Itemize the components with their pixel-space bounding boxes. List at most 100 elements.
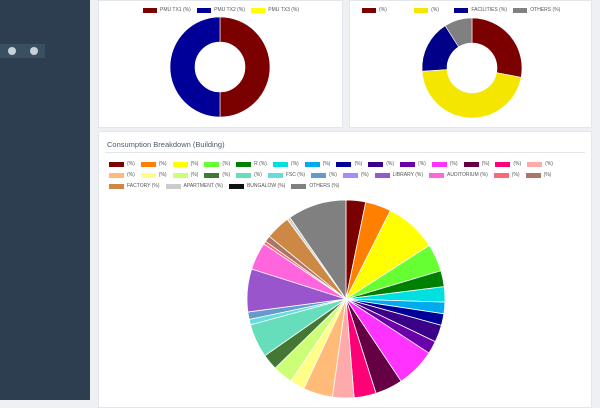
legend-item-category-1[interactable]: (%) — [362, 7, 387, 13]
legend-item-building-21[interactable]: (%) — [311, 171, 337, 180]
pmu-slice-2[interactable] — [169, 16, 221, 118]
legend-item-pmu-tx1[interactable]: PMU TX1 (%) — [143, 7, 191, 13]
legend-swatch — [140, 173, 156, 178]
divider — [105, 152, 585, 153]
legend-label: (%) — [543, 172, 552, 178]
legend-item-building-9[interactable]: (%) — [368, 160, 394, 169]
card-title: Consumption Breakdown (Building) — [107, 140, 225, 149]
legend-swatch — [109, 173, 124, 178]
legend-swatch — [236, 162, 252, 167]
legend-item-building-15[interactable]: (%) — [109, 171, 135, 180]
pmu-donut-chart — [169, 16, 271, 118]
legend-item-building-10[interactable]: (%) — [400, 160, 426, 169]
legend-item-building-25[interactable]: (%) — [493, 171, 520, 180]
legend-swatch — [109, 184, 124, 189]
legend-swatch — [374, 173, 390, 178]
legend-swatch — [304, 162, 320, 167]
legend-swatch — [140, 162, 156, 167]
legend-label: (%) — [545, 161, 553, 167]
legend-label: (%) — [158, 161, 167, 167]
legend-item-building-20[interactable]: FSC (%) — [267, 171, 306, 180]
legend-swatch — [463, 162, 479, 167]
legend-label: (%) — [190, 172, 199, 178]
legend-label: FSC (%) — [285, 172, 306, 178]
legend-swatch — [368, 162, 384, 167]
legend-item-facilities[interactable]: FACILITIES (%) — [454, 7, 507, 13]
legend-label: (%) — [513, 161, 522, 167]
legend-label: R (%) — [254, 161, 267, 167]
legend-item-building-24[interactable]: AUDITORIUM (%) — [429, 171, 488, 180]
legend-swatch — [493, 173, 509, 178]
legend-swatch — [272, 162, 288, 167]
legend-item-building-8[interactable]: (%) — [336, 160, 362, 169]
legend-swatch — [311, 173, 327, 178]
legend-swatch — [336, 162, 352, 167]
legend-swatch — [291, 184, 307, 189]
legend-item-building-6[interactable]: (%) — [272, 160, 299, 169]
legend-item-building-14[interactable]: (%) — [527, 160, 553, 169]
legend-item-pmu-tx2[interactable]: PMU TX2 (%) — [197, 7, 245, 13]
legend-item-building-17[interactable]: (%) — [172, 171, 199, 180]
legend-item-building-1[interactable]: (%) — [109, 160, 135, 169]
category-slice-2[interactable] — [421, 69, 522, 119]
legend-item-category-2[interactable]: (%) — [414, 7, 439, 13]
legend-item-building-16[interactable]: (%) — [140, 171, 167, 180]
legend-item-building-13[interactable]: (%) — [495, 160, 521, 169]
legend-label: (%) — [254, 172, 262, 178]
legend-item-building-26[interactable]: (%) — [525, 171, 552, 180]
legend-swatch — [267, 173, 283, 178]
legend-item-building-28[interactable]: APARTMENT (%) — [165, 182, 223, 191]
legend-label: OTHERS (%) — [309, 183, 340, 189]
category-slice-1[interactable] — [471, 17, 523, 78]
legend-label: (%) — [222, 172, 231, 178]
legend-item-building-23[interactable]: LIBRARY (%) — [374, 171, 423, 180]
legend-swatch — [172, 173, 188, 178]
legend-item-building-22[interactable]: (%) — [342, 171, 369, 180]
legend-item-building-29[interactable]: BUNGALOW (%) — [228, 182, 286, 191]
legend-item-building-3[interactable]: (%) — [172, 160, 199, 169]
legend-label: (%) — [322, 161, 331, 167]
legend-label: (%) — [386, 161, 395, 167]
legend-item-building-27[interactable]: FACTORY (%) — [109, 182, 160, 191]
legend-item-others[interactable]: OTHERS (%) — [513, 7, 560, 13]
legend-label: (%) — [190, 161, 199, 167]
legend-swatch — [109, 162, 124, 167]
pmu-transformer-card: PMU TX1 (%) PMU TX2 (%) PMU TX3 (%) — [98, 0, 343, 128]
legend-label: (%) — [329, 172, 337, 178]
legend-label: (%) — [360, 172, 369, 178]
legend-swatch — [342, 173, 358, 178]
category-breakdown-card: (%) (%) FACILITIES (%) OTHERS (%) — [349, 0, 592, 128]
building-legend: (%) (%) (%) (%) R (%) (%) (%) (%) (%) (%) (%) (%) (%… — [109, 160, 589, 193]
category-donut-chart — [421, 17, 523, 119]
info-icon[interactable] — [8, 47, 16, 55]
legend-item-building-4[interactable]: (%) — [204, 160, 230, 169]
legend-label: (%) — [418, 161, 426, 167]
legend-label: BUNGALOW (%) — [246, 183, 286, 189]
power-icon[interactable] — [30, 47, 38, 55]
legend-item-building-2[interactable]: (%) — [140, 160, 167, 169]
legend-item-building-19[interactable]: (%) — [236, 171, 262, 180]
pmu-slice-1[interactable] — [219, 16, 271, 118]
legend-item-building-12[interactable]: (%) — [463, 160, 490, 169]
legend-item-building-18[interactable]: (%) — [204, 171, 230, 180]
legend-swatch — [525, 173, 541, 178]
building-pie-chart — [246, 199, 446, 399]
legend-item-building-7[interactable]: (%) — [304, 160, 331, 169]
legend-item-pmu-tx3[interactable]: PMU TX3 (%) — [251, 7, 299, 13]
legend-swatch — [495, 162, 511, 167]
legend-swatch — [172, 162, 188, 167]
legend-item-building-11[interactable]: (%) — [431, 160, 458, 169]
legend-swatch — [431, 162, 447, 167]
consumption-breakdown-card: Consumption Breakdown (Building) (%) (%)(… — [98, 131, 592, 408]
legend-label: (%) — [449, 161, 458, 167]
legend-item-building-5[interactable]: R (%) — [236, 160, 267, 169]
category-slice-4[interactable] — [444, 17, 473, 48]
legend-swatch — [400, 162, 416, 167]
legend-item-building-30[interactable]: OTHERS (%) — [291, 182, 339, 191]
legend-label: (%) — [481, 161, 490, 167]
legend-label: AUDITORIUM (%) — [447, 172, 488, 178]
building-slice-30[interactable] — [289, 199, 347, 301]
legend-label: (%) — [354, 161, 363, 167]
legend-swatch — [236, 173, 252, 178]
sidebar — [0, 0, 90, 400]
